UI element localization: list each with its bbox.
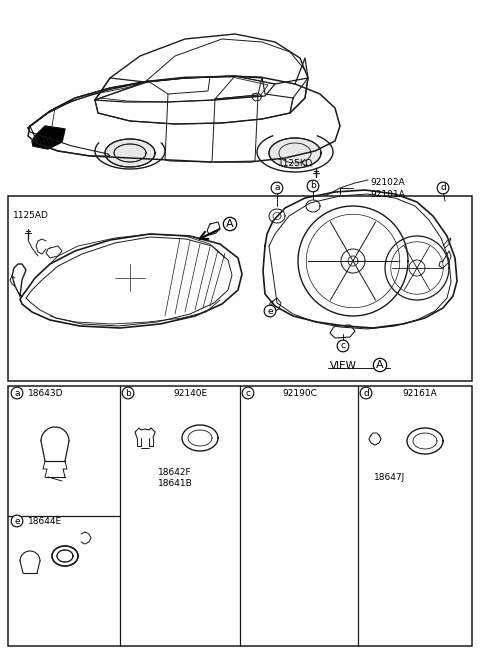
Text: A: A: [226, 219, 234, 229]
FancyBboxPatch shape: [252, 416, 328, 467]
Text: e: e: [267, 306, 273, 316]
Text: c: c: [245, 388, 251, 398]
Polygon shape: [105, 139, 155, 167]
Polygon shape: [52, 546, 78, 566]
Polygon shape: [32, 126, 65, 149]
Polygon shape: [409, 260, 425, 276]
Text: 92190C: 92190C: [283, 388, 317, 398]
Text: e: e: [14, 516, 20, 525]
FancyBboxPatch shape: [258, 422, 322, 461]
Text: a: a: [14, 388, 20, 398]
Text: 1125KO: 1125KO: [278, 159, 313, 169]
Text: c: c: [340, 342, 346, 350]
Text: 18647J: 18647J: [374, 474, 406, 483]
Text: VIEW: VIEW: [330, 361, 357, 371]
Text: 92102A
92101A: 92102A 92101A: [370, 178, 405, 199]
Text: A: A: [376, 360, 384, 370]
Text: 92140E: 92140E: [173, 388, 207, 398]
Bar: [8, 386, 472, 646]
Bar: [8, 196, 472, 381]
Text: 18643D: 18643D: [28, 388, 63, 398]
Polygon shape: [269, 138, 321, 168]
Text: d: d: [363, 388, 369, 398]
Text: b: b: [125, 388, 131, 398]
Polygon shape: [341, 249, 365, 273]
Text: b: b: [310, 182, 316, 190]
Text: 18642F
18641B: 18642F 18641B: [158, 468, 193, 489]
Text: 18644E: 18644E: [28, 516, 62, 525]
Text: 92161A: 92161A: [403, 388, 437, 398]
Text: 1125AD: 1125AD: [13, 211, 49, 220]
Text: d: d: [440, 184, 446, 192]
Text: a: a: [274, 184, 280, 192]
